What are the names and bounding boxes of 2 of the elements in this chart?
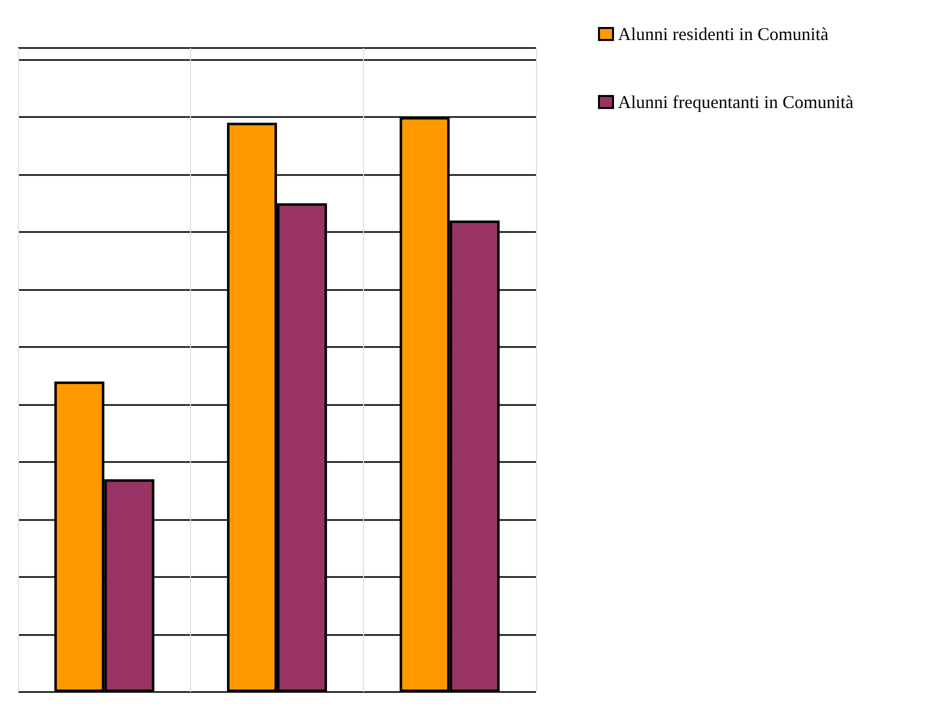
legend-label: Alunni residenti in Comunità bbox=[618, 24, 828, 44]
legend-label: Alunni frequentanti in Comunità bbox=[618, 92, 854, 112]
